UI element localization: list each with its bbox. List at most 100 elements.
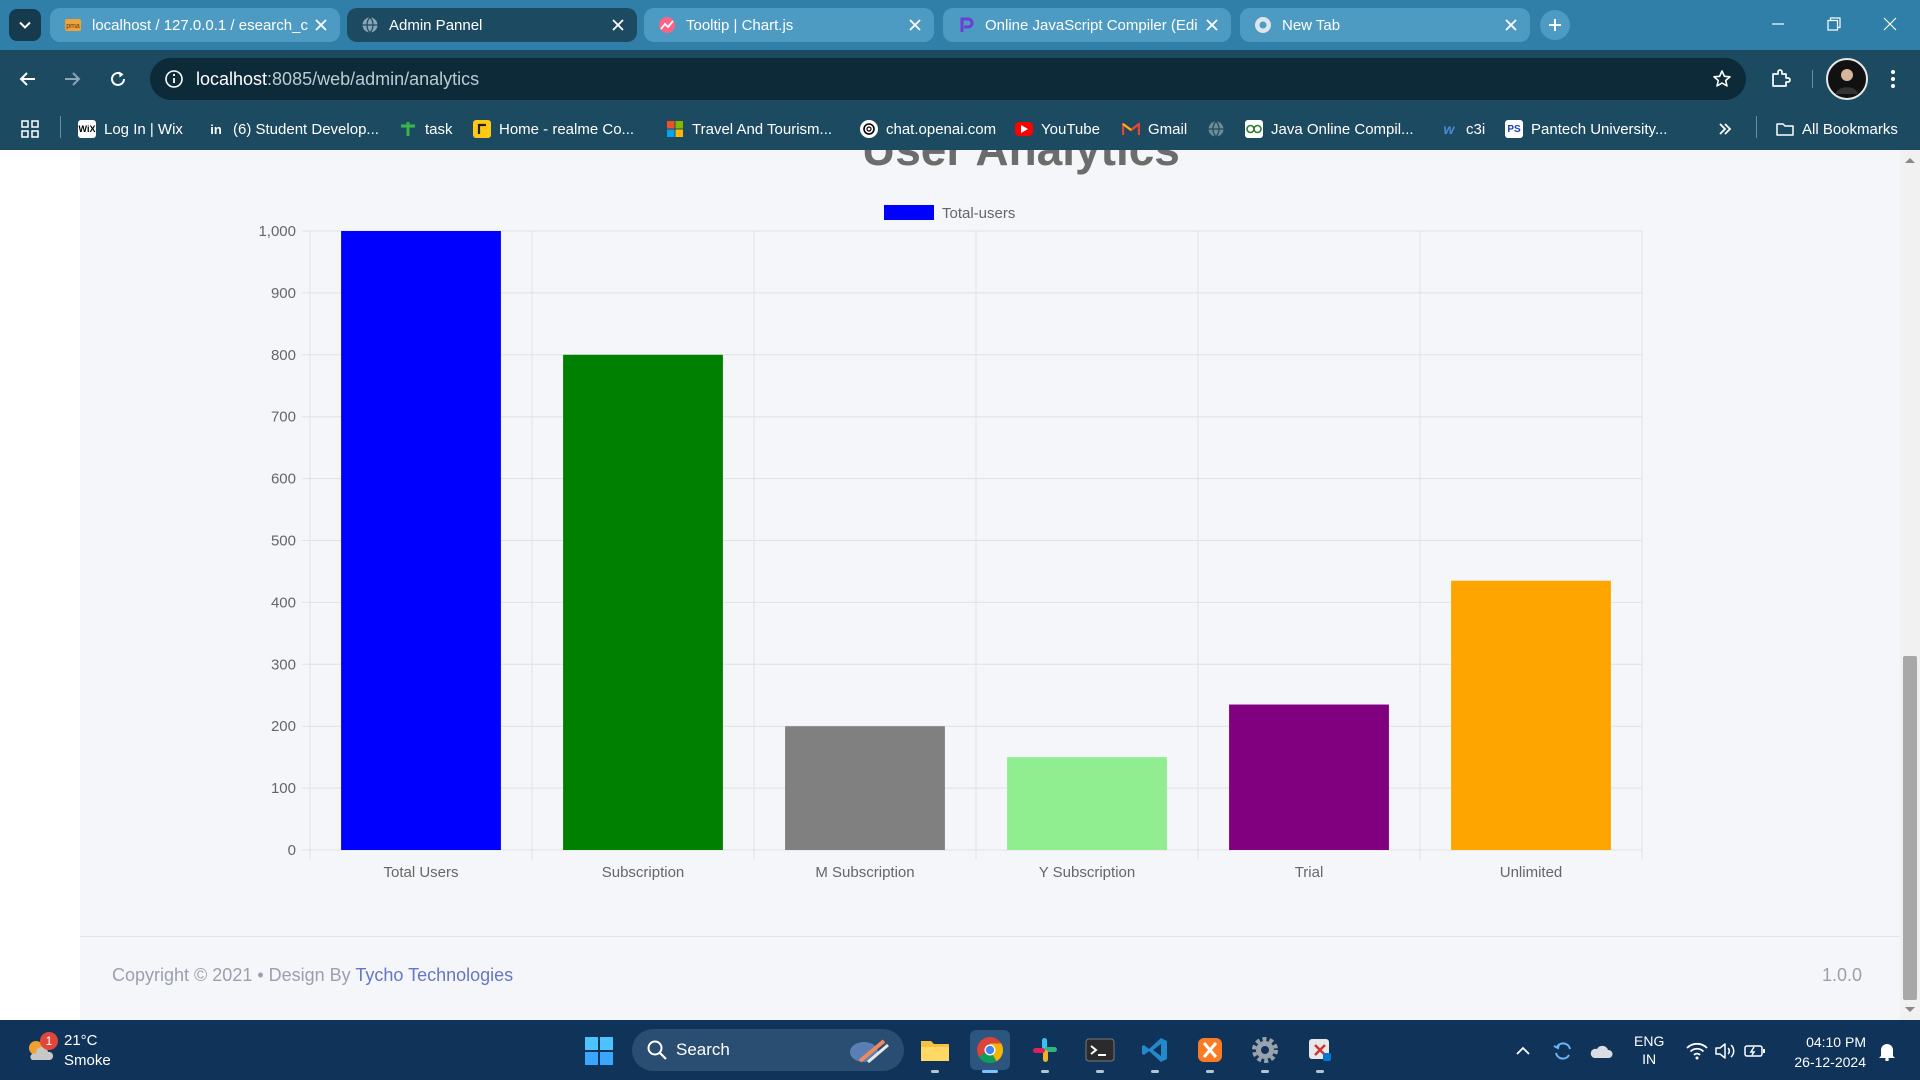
close-icon[interactable] (1500, 14, 1522, 36)
wifi-icon (1686, 1042, 1708, 1060)
terminal-app[interactable] (1080, 1030, 1120, 1073)
app-indicator (1096, 1070, 1104, 1073)
windows-start-icon[interactable] (584, 1036, 614, 1066)
address-bar[interactable]: localhost:8085/web/admin/analytics (150, 58, 1746, 100)
extensions-icon[interactable] (1764, 63, 1796, 95)
chrome-icon (977, 1037, 1004, 1064)
restore-button[interactable] (1806, 0, 1862, 48)
file-explorer-app[interactable] (915, 1030, 955, 1073)
app-indicator (1316, 1070, 1324, 1073)
globe-icon (1207, 120, 1225, 138)
bookmark-c3i[interactable]: w c3i (1440, 116, 1486, 142)
close-icon[interactable] (607, 14, 629, 36)
openai-icon (860, 120, 878, 138)
slack-app[interactable] (1025, 1030, 1065, 1073)
reload-button[interactable] (102, 63, 134, 95)
weather-widget[interactable]: 1 21°C Smoke (20, 1028, 130, 1072)
search-highlight-icon (850, 1039, 889, 1064)
tab-online-compiler[interactable]: Online JavaScript Compiler (Edi (943, 8, 1231, 42)
user-analytics-chart: 0 100 200 300 400 500 600 700 800 900 1,000 Total U… (258, 205, 1643, 881)
bookmark-chatgpt[interactable]: chat.openai.com (860, 116, 996, 142)
analytics-content: User Analytics 0 100 200 300 400 500 600 700 800… (80, 150, 1900, 1020)
tab-chartjs[interactable]: Tooltip | Chart.js (644, 8, 934, 42)
bar-trial (1229, 704, 1389, 850)
url-host: localhost (196, 69, 268, 89)
wifi-tray-icon[interactable] (1684, 1038, 1710, 1064)
all-bookmarks-button[interactable]: All Bookmarks (1776, 116, 1898, 142)
scroll-down-icon[interactable] (1904, 1006, 1916, 1014)
taskbar-search[interactable]: Search (632, 1029, 904, 1071)
tab-phpmyadmin[interactable]: pma localhost / 127.0.0.1 / esearch_c (50, 8, 340, 42)
close-icon[interactable] (904, 14, 926, 36)
vscode-icon (1142, 1038, 1167, 1062)
terminal-icon (1085, 1038, 1115, 1062)
tab-search-button[interactable] (9, 9, 41, 41)
close-icon[interactable] (1201, 14, 1223, 36)
bell-icon (1879, 1044, 1895, 1061)
new-tab-button[interactable] (1540, 10, 1570, 40)
scroll-up-icon[interactable] (1904, 156, 1916, 164)
bookmark-label: Gmail (1148, 120, 1188, 138)
minimize-button[interactable] (1750, 0, 1806, 48)
bookmark-globe[interactable] (1207, 116, 1233, 142)
browser-menu-button[interactable] (1878, 63, 1908, 95)
show-hidden-icons[interactable] (1510, 1038, 1536, 1064)
system-clock[interactable]: 04:10 PM 26-12-2024 (1780, 1032, 1866, 1072)
back-button[interactable] (12, 63, 44, 95)
y-tick-label: 1,000 (258, 223, 296, 240)
url-text[interactable]: localhost:8085/web/admin/analytics (196, 69, 479, 90)
bookmark-linkedin[interactable]: in (6) Student Develop... (207, 116, 379, 142)
weather-condition: Smoke (64, 1052, 111, 1069)
battery-tray-icon[interactable] (1742, 1038, 1768, 1064)
toolbar-separator (1812, 70, 1813, 88)
close-window-button[interactable] (1862, 0, 1918, 48)
bookmark-task[interactable]: task (399, 116, 453, 142)
bookmark-youtube[interactable]: YouTube (1015, 116, 1100, 142)
gear-icon (1252, 1037, 1278, 1063)
bar-m-subscription (785, 726, 945, 850)
app-version: 1.0.0 (1822, 965, 1863, 985)
company-link[interactable]: Tycho Technologies (355, 965, 514, 985)
tab-new-tab[interactable]: New Tab (1240, 8, 1530, 42)
onedrive-tray-icon[interactable] (1588, 1038, 1614, 1064)
star-icon[interactable] (1710, 67, 1734, 91)
vscode-app[interactable] (1135, 1030, 1175, 1073)
bookmark-realme[interactable]: Home - realme Co... (473, 116, 634, 142)
bookmark-pantech[interactable]: PS Pantech University... (1505, 116, 1667, 142)
volume-tray-icon[interactable] (1712, 1038, 1738, 1064)
x-tick-label: Trial (1295, 864, 1324, 881)
plus-icon (1549, 19, 1561, 31)
folder-icon (1776, 120, 1794, 138)
tab-admin-pannel[interactable]: Admin Pannel (347, 8, 637, 42)
bookmark-java-compiler[interactable]: Java Online Compil... (1245, 116, 1414, 142)
sync-tray-icon[interactable] (1550, 1038, 1576, 1064)
gdb-icon (1245, 120, 1263, 138)
profile-avatar[interactable] (1826, 58, 1868, 100)
xampp-app[interactable] (1190, 1030, 1230, 1073)
scrollbar-thumb[interactable] (1903, 656, 1917, 1000)
snipping-tool-app[interactable] (1300, 1030, 1340, 1073)
language-indicator[interactable]: ENG IN (1634, 1032, 1664, 1068)
copyright-text: Copyright © 2021 • Design By (112, 965, 356, 985)
settings-app[interactable] (1245, 1030, 1285, 1073)
bookmark-label: (6) Student Develop... (233, 120, 379, 138)
linkedin-icon: in (207, 120, 225, 138)
close-icon[interactable] (310, 14, 332, 36)
apps-button[interactable] (20, 116, 40, 142)
forward-button[interactable] (56, 63, 88, 95)
bookmark-travel[interactable]: Travel And Tourism... (666, 116, 832, 142)
site-info-icon[interactable] (162, 67, 186, 91)
more-bookmarks-button[interactable] (1718, 116, 1732, 142)
bookmark-label: task (425, 120, 453, 138)
chrome-app[interactable] (970, 1030, 1010, 1073)
weather-temperature: 21°C (64, 1032, 98, 1049)
bookmark-wix[interactable]: WiX Log In | Wix (78, 116, 183, 142)
app-indicator (1041, 1070, 1049, 1073)
language-code: ENG (1634, 1033, 1665, 1049)
tab-title: Admin Pannel (389, 16, 483, 34)
bookmark-gmail[interactable]: Gmail (1122, 116, 1187, 142)
bookmark-label: Pantech University... (1531, 120, 1668, 138)
notifications-tray-icon[interactable] (1874, 1038, 1900, 1064)
search-icon (647, 1040, 667, 1060)
bookmark-label: chat.openai.com (886, 120, 997, 138)
